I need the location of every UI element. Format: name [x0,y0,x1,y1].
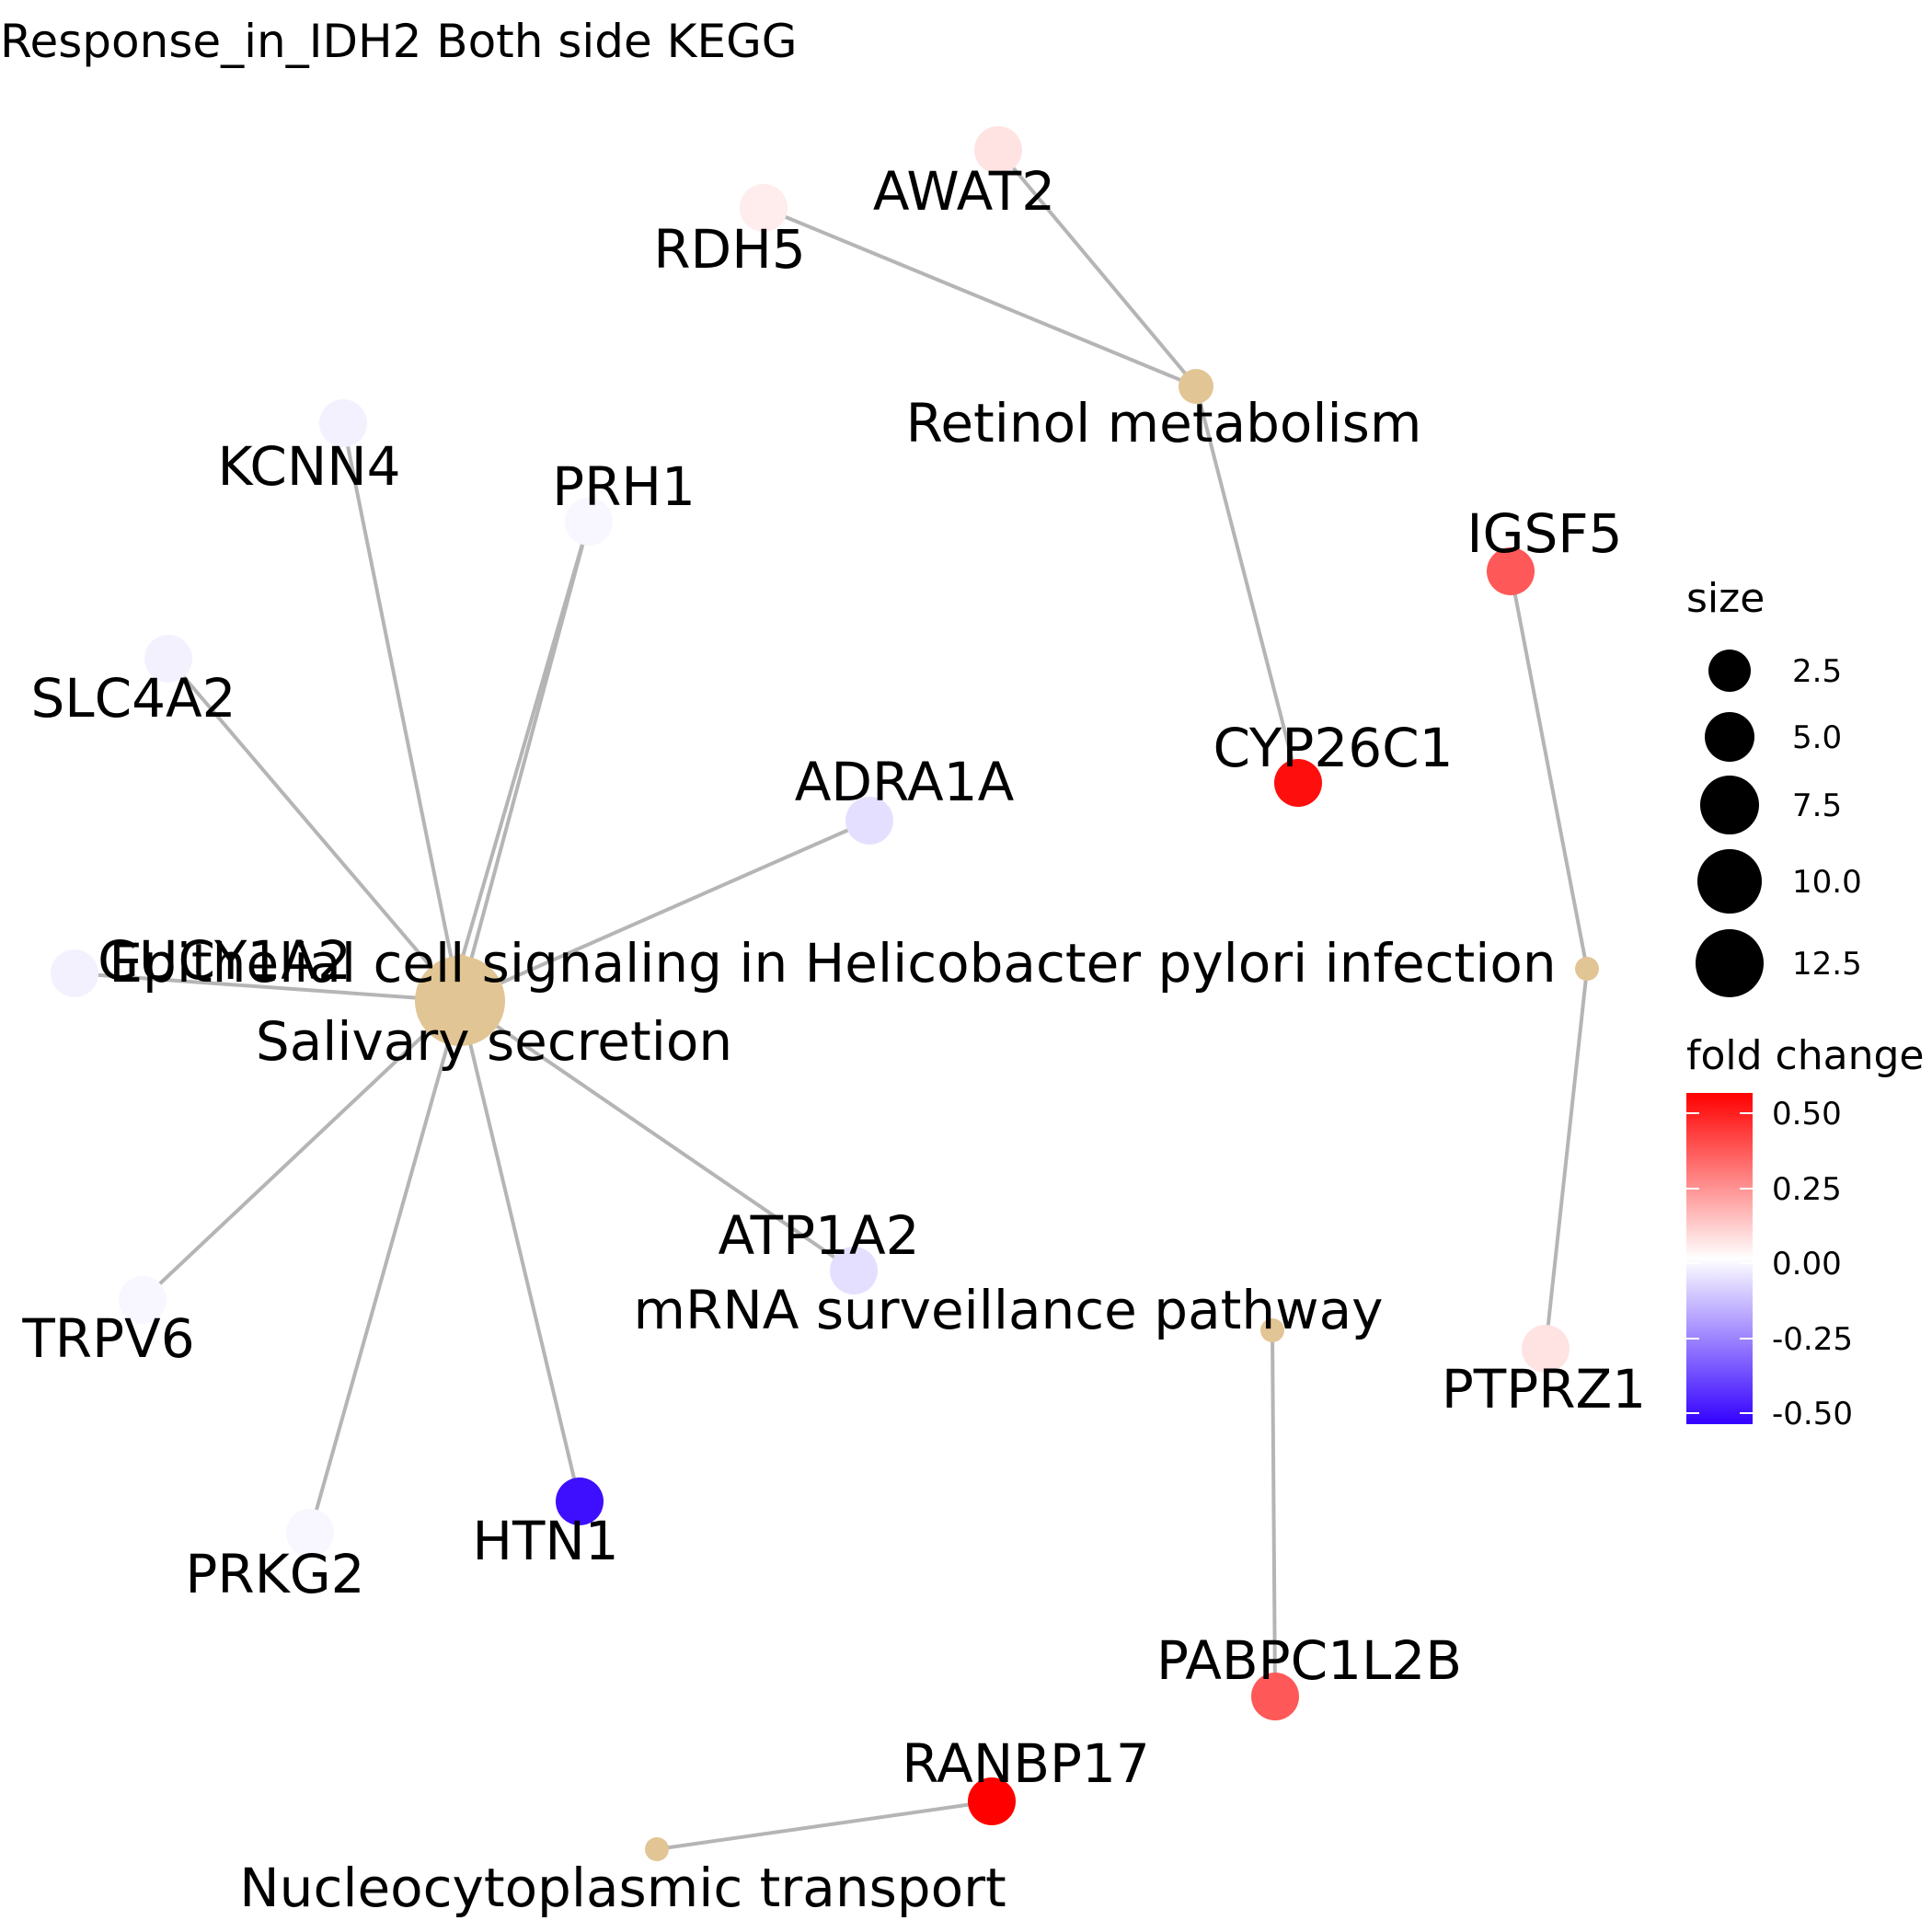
gene-node-SLC4A2 [144,635,192,683]
size-legend-key [1697,849,1762,914]
edge-ig-PTPRZ1 [1544,968,1589,1350]
gene-label-PABPC1L2B: PABPC1L2B [1156,1629,1462,1692]
gene-node-RANBP17 [968,1777,1016,1825]
category-label-salivary: Salivary secretion [256,1010,732,1073]
label-layer: Salivary secretion Epithelial cell signal… [21,160,1646,1919]
color-legend-bar [1686,1093,1753,1424]
size-legend-key [1696,929,1764,997]
edge-ig-IGSF5 [1509,570,1589,970]
gene-node-TRPV6 [119,1276,167,1324]
edge-epithelial-PRH1 [458,521,591,967]
edge-salivary-KCNN4 [341,422,462,1002]
size-legend-key [1705,712,1754,762]
color-legend-ticks: 0.50 0.25 0.00 -0.25 -0.50 [1686,1096,1853,1432]
gene-node-PTPRZ1 [1522,1325,1570,1373]
size-legend-label: 12.5 [1792,946,1862,983]
category-node-epithelial [448,954,472,978]
gene-node-PRKG2 [286,1509,334,1557]
gene-label-TRPV6: TRPV6 [21,1307,194,1370]
edge-salivary-HTN1 [458,1000,581,1502]
node-layer [51,126,1599,1861]
gene-node-CYP26C1 [1274,759,1322,807]
gene-label-IGSF5: IGSF5 [1466,502,1622,565]
gene-label-CYP26C1: CYP26C1 [1213,717,1453,779]
plot-title: Response_in_IDH2 Both side KEGG [0,15,798,68]
gene-node-ADRA1A [845,797,893,845]
gene-label-GUCY1A2: GUCY1A2 [98,929,351,992]
gene-node-PRH1 [565,498,613,546]
edge-salivary-GUCY1A2 [74,972,461,1003]
color-legend-label: 0.50 [1772,1096,1842,1133]
gene-label-SLC4A2: SLC4A2 [30,667,236,730]
gene-node-PABPC1L2B [1251,1673,1299,1720]
category-label-retinol: Retinol metabolism [906,392,1422,454]
gene-node-KCNN4 [319,399,367,447]
gene-label-PTPRZ1: PTPRZ1 [1442,1358,1646,1420]
edge-salivary-ATP1A2 [458,999,856,1272]
category-node-nucleo [645,1837,669,1861]
size-legend-title: size [1686,575,1765,622]
edge-salivary-TRPV6 [141,999,462,1302]
category-node-ig [1575,957,1599,981]
category-node-salivary [415,956,505,1046]
gene-label-HTN1: HTN1 [472,1510,618,1572]
gene-label-RANBP17: RANBP17 [902,1732,1150,1795]
category-label-nucleo: Nucleocytoplasmic transport [239,1857,1006,1919]
gene-label-ADRA1A: ADRA1A [795,751,1015,813]
gene-label-AWAT2: AWAT2 [873,160,1055,223]
category-node-mrna [1260,1318,1284,1342]
edge-salivary-ADRA1A [459,819,870,1003]
category-node-retinol [1179,369,1213,404]
category-label-mrna: mRNA surveillance pathway [634,1279,1384,1341]
edge-mrna-PABPC1L2B [1271,1329,1277,1697]
gene-label-RDH5: RDH5 [653,218,805,281]
gene-node-AWAT2 [974,126,1022,174]
legend: size 2.55.07.510.012.5 fold change 0.500… [1686,575,1924,1432]
gene-node-GUCY1A2 [51,949,98,997]
gene-label-ATP1A2: ATP1A2 [718,1204,919,1267]
color-legend-title: fold change [1686,1032,1924,1079]
size-legend-key [1708,650,1751,692]
size-legend-label: 10.0 [1792,864,1862,901]
gene-node-ATP1A2 [830,1247,878,1294]
gene-node-RDH5 [740,184,788,232]
size-legend-label: 2.5 [1792,653,1842,690]
edge-salivary-SLC4A2 [167,657,462,1003]
color-legend-label: 0.25 [1772,1171,1842,1208]
edge-nucleo-RANBP17 [656,1800,993,1851]
color-legend-label: -0.50 [1772,1396,1853,1432]
color-legend-label: -0.25 [1772,1321,1853,1358]
gene-node-IGSF5 [1487,547,1535,595]
color-legend-label: 0.00 [1772,1246,1842,1282]
category-label-epithelial: Epithelial cell signaling in Helicobacte… [109,932,1556,995]
edge-retinol-RDH5 [763,206,1197,388]
gene-label-PRH1: PRH1 [552,455,696,518]
edge-retinol-CYP26C1 [1194,385,1300,784]
edge-layer [74,148,1589,1851]
gene-label-KCNN4: KCNN4 [217,435,400,498]
edge-salivary-PRKG2 [308,1000,462,1534]
size-legend-key [1700,776,1759,834]
size-legend: 2.5 5.0 7.5 10.0 12.5 [1696,650,1862,997]
gene-node-HTN1 [556,1478,604,1525]
edge-retinol-AWAT2 [996,148,1198,388]
size-legend-label: 7.5 [1792,788,1842,824]
gene-label-PRKG2: PRKG2 [185,1543,364,1605]
size-legend-label: 5.0 [1792,719,1842,756]
